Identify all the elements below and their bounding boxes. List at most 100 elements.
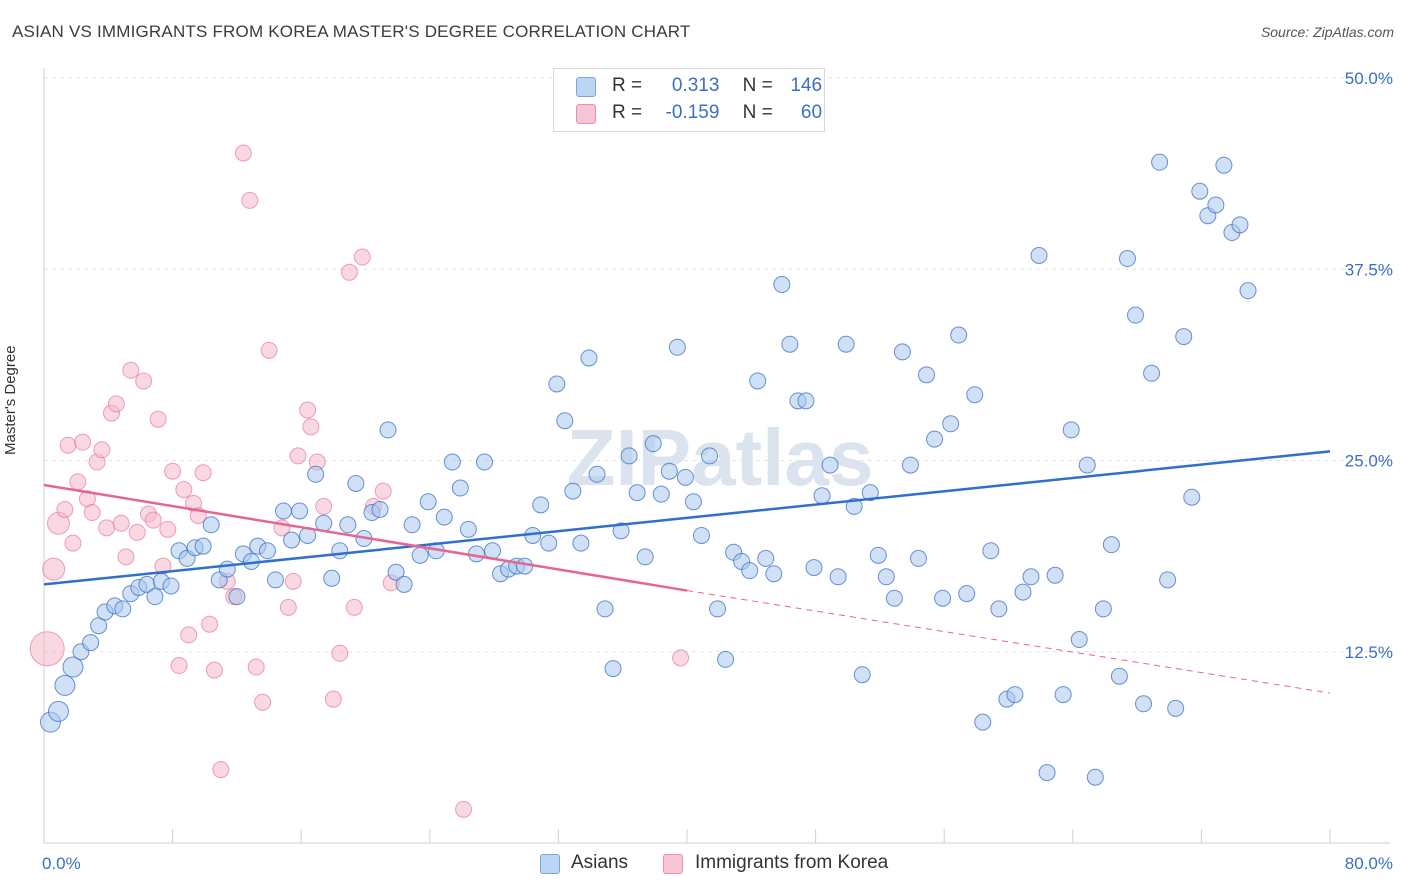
asian-point (1126, 306, 1144, 324)
korea-point (64, 534, 82, 552)
korea-point (455, 800, 473, 818)
asian-point (419, 493, 437, 511)
korea-point (254, 693, 272, 711)
asian-point (1070, 631, 1088, 649)
korea-point (122, 361, 140, 379)
asian-point (676, 468, 694, 486)
asian-point (1135, 695, 1153, 713)
korea-point (74, 433, 92, 451)
korea-point (672, 649, 690, 667)
asian-point (1006, 686, 1024, 704)
asian-point (202, 516, 220, 534)
korea-trend-line (43, 483, 688, 592)
asian-point (901, 456, 919, 474)
asian-point (451, 479, 469, 497)
asian-point (90, 617, 108, 635)
asian-point (1022, 568, 1040, 586)
asian-point (347, 474, 365, 492)
watermark: ZIPatlas (567, 413, 874, 502)
asian-point (741, 562, 759, 580)
korea-point (234, 144, 252, 162)
asian-point (652, 485, 670, 503)
correlation-legend: R = 0.313 N = 146 R = -0.159 N = 60 (553, 68, 825, 132)
asian-point (628, 484, 646, 502)
korea-point (56, 500, 74, 518)
korea-point (159, 520, 177, 538)
korea-point (241, 191, 259, 209)
korea-point (170, 657, 188, 675)
x-tick-label-max: 80.0% (1345, 854, 1393, 873)
n-label: N = (742, 75, 773, 96)
asian-point (275, 502, 293, 520)
asian-point (684, 493, 702, 511)
asian-point (266, 571, 284, 589)
asian-point (258, 542, 276, 560)
asian-point (709, 600, 727, 618)
asians-legend-swatch (540, 854, 560, 874)
asian-point (749, 372, 767, 390)
asian-point (926, 430, 944, 448)
asian-point (1231, 216, 1249, 234)
asian-point (548, 375, 566, 393)
korea-point (98, 519, 116, 537)
asian-point (483, 542, 501, 560)
korea-point (247, 658, 265, 676)
asian-point (877, 568, 895, 586)
r-label: R = (612, 75, 643, 96)
korea-point (279, 598, 297, 616)
n-value: 146 (790, 75, 823, 96)
asian-point (668, 338, 686, 356)
korea-point (299, 401, 317, 419)
korea-point (205, 661, 223, 679)
asian-point (1062, 421, 1080, 439)
y-tick-label: 12.5% (1345, 643, 1393, 662)
asian-point (218, 560, 236, 578)
asian-point (556, 412, 574, 430)
asian-point (1207, 196, 1225, 214)
asian-point (821, 456, 839, 474)
asian-point (692, 526, 710, 544)
asian-point (853, 666, 871, 684)
korea-point (107, 395, 125, 413)
korea-point (289, 447, 307, 465)
asian-point (114, 600, 132, 618)
asian-point (291, 502, 309, 520)
asian-point (845, 497, 863, 515)
korea-point (117, 548, 135, 566)
korea-swatch (576, 104, 596, 124)
asian-point (162, 577, 180, 595)
asian-point (1239, 282, 1257, 300)
asian-point (942, 415, 960, 433)
asian-point (604, 660, 622, 678)
korea-points (29, 144, 690, 818)
asian-point (781, 335, 799, 353)
source-label: Source: ZipAtlas.com (1260, 24, 1394, 40)
asian-point (339, 516, 357, 534)
korea-point (93, 441, 111, 459)
asian-point (228, 588, 246, 606)
r-value: 0.313 (671, 75, 720, 96)
asian-point (757, 549, 775, 567)
korea-point (201, 615, 219, 633)
korea-point (260, 341, 278, 359)
asian-point (435, 508, 453, 526)
asian-point (1191, 182, 1209, 200)
korea-point (128, 523, 146, 541)
asian-point (403, 516, 421, 534)
asian-point (1175, 328, 1193, 346)
asian-point (146, 588, 164, 606)
asian-point (1078, 456, 1096, 474)
asian-point (411, 546, 429, 564)
korea-point (164, 462, 182, 480)
asian-point (307, 465, 325, 483)
asian-point (829, 568, 847, 586)
korea-point (324, 690, 342, 708)
korea-legend-swatch (663, 854, 683, 874)
asian-point (1014, 583, 1032, 601)
asian-point (1054, 686, 1072, 704)
asian-point (62, 656, 84, 678)
asian-point (1094, 600, 1112, 618)
asian-point (1102, 536, 1120, 554)
asian-point (701, 447, 719, 465)
